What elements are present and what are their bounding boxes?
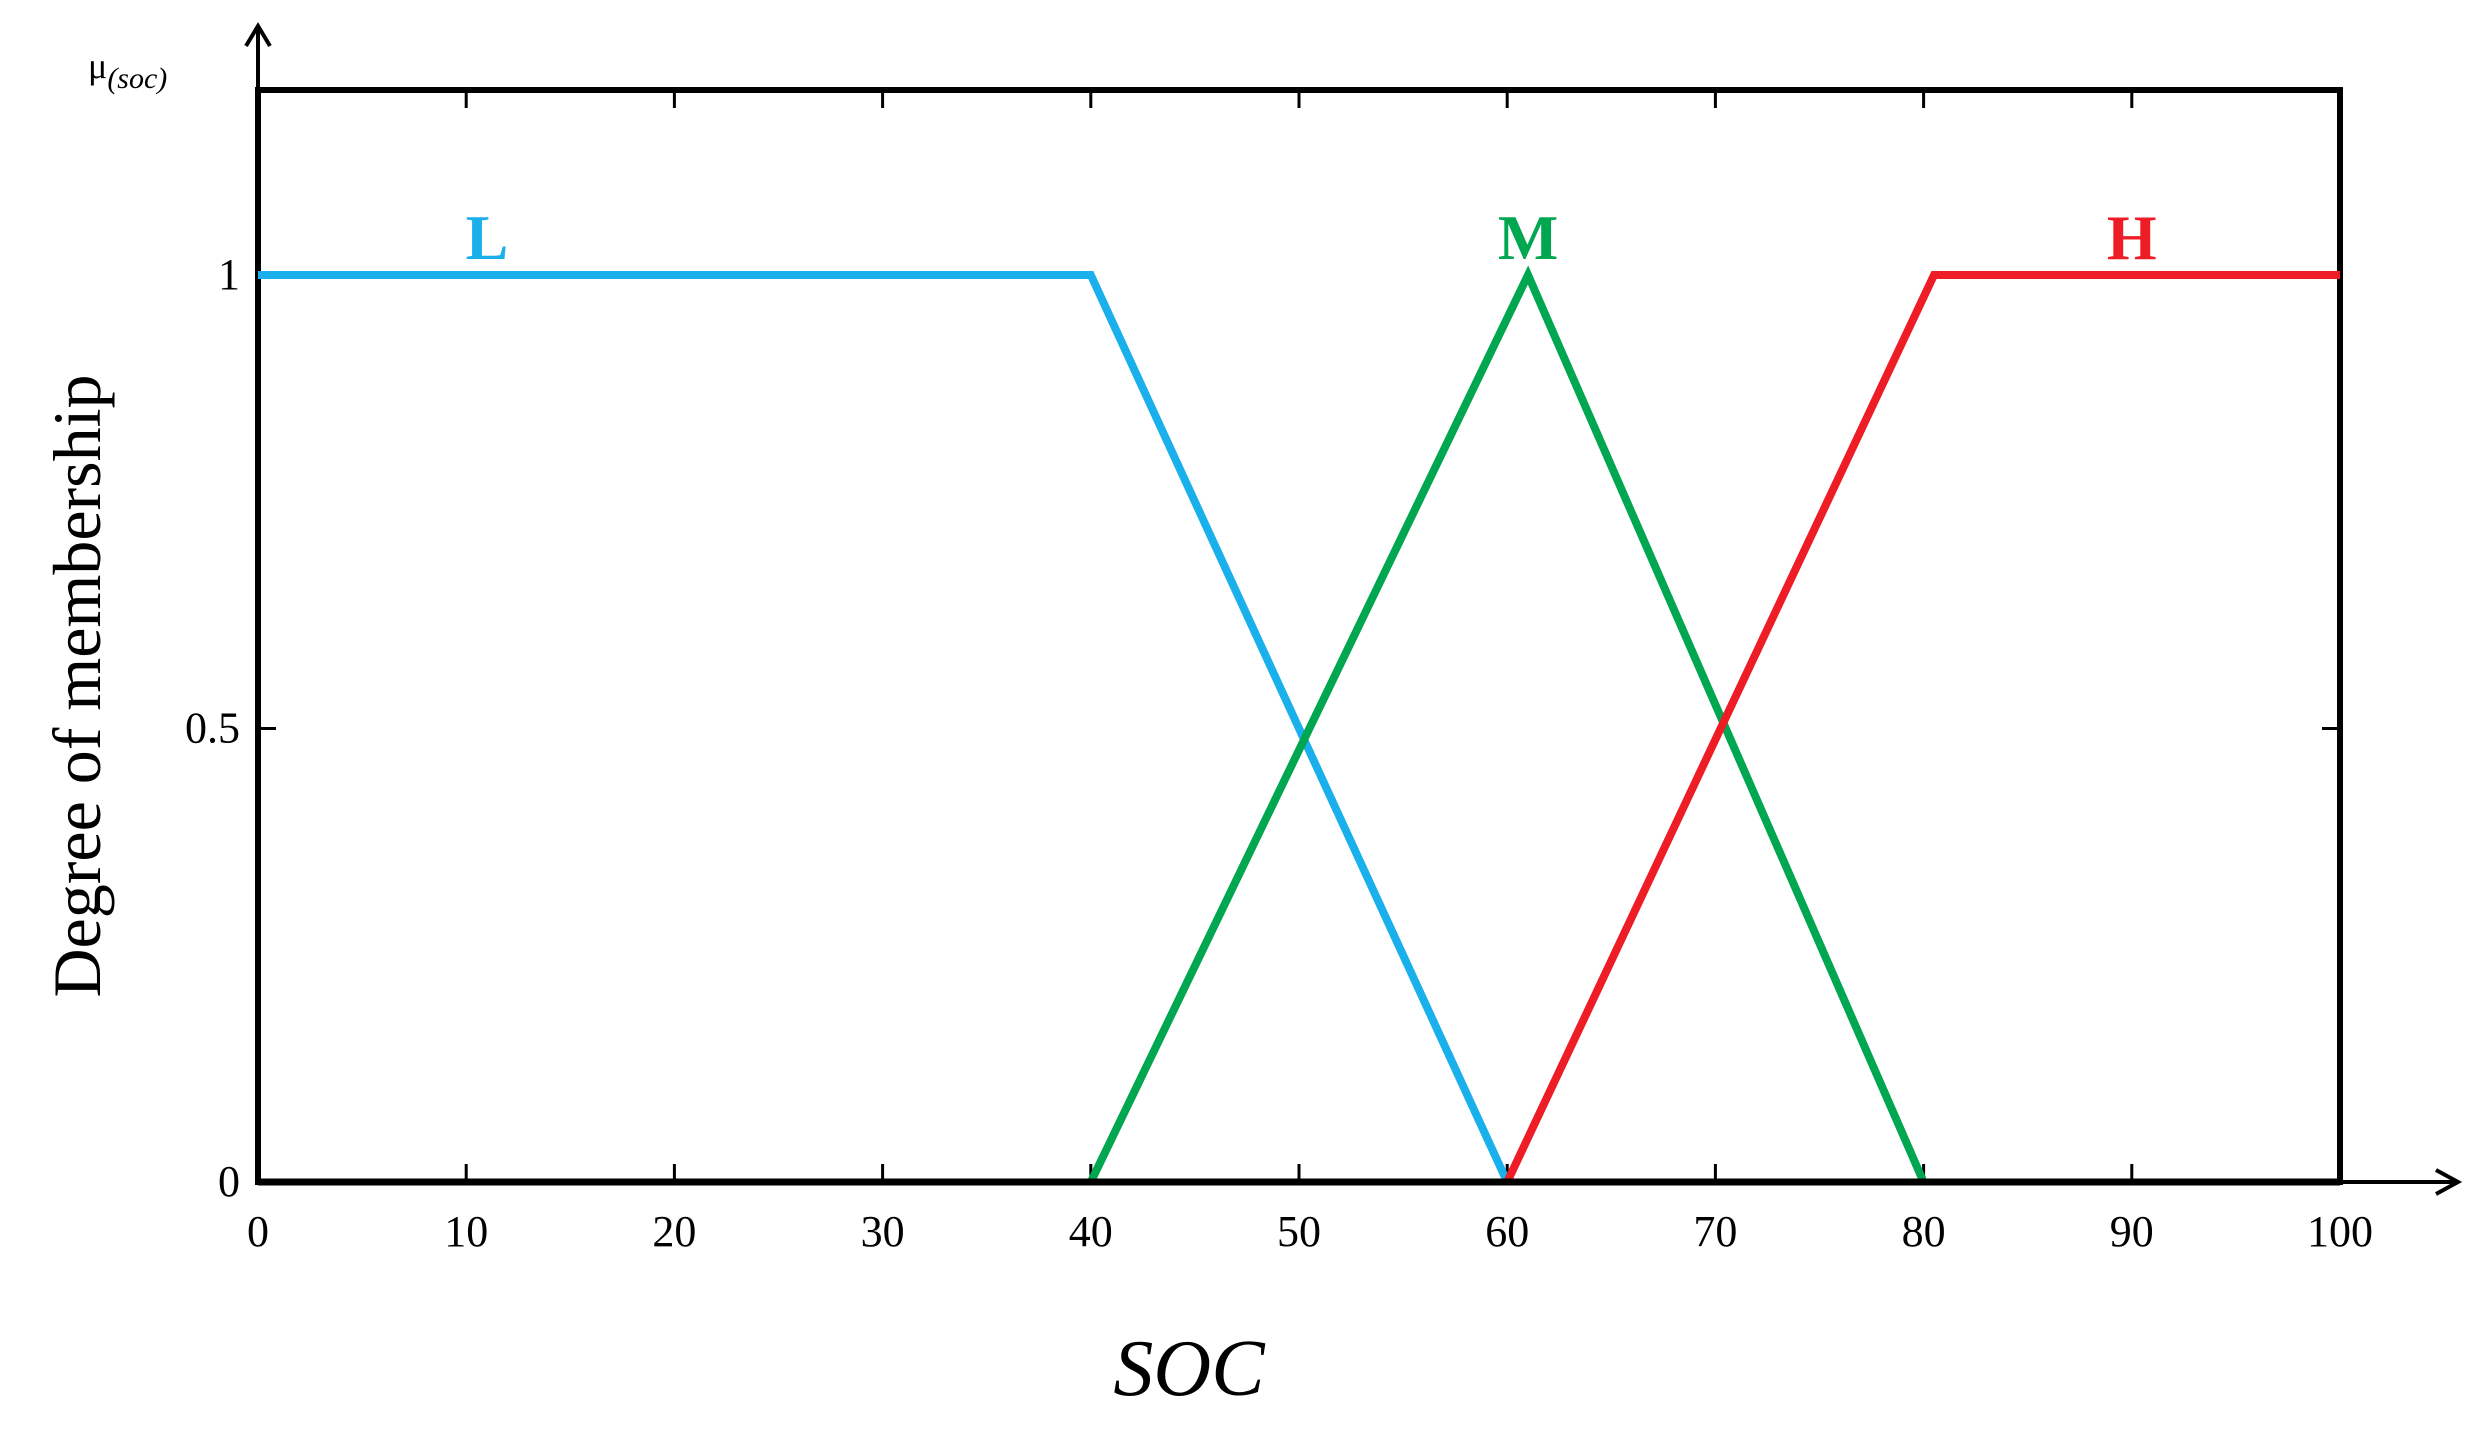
y-axis-arrowhead: [244, 22, 272, 48]
y-axis-arrow: [244, 22, 272, 1182]
tick-marks: [256, 90, 2342, 1184]
y-tick-label: 1: [218, 250, 240, 299]
x-tick-label: 80: [1902, 1207, 1946, 1256]
x-axis-arrowhead: [2435, 1168, 2463, 1196]
series-label-l: L: [466, 202, 509, 273]
x-tick-label: 0: [247, 1207, 269, 1256]
x-tick-label: 40: [1069, 1207, 1113, 1256]
x-tick-label: 90: [2110, 1207, 2154, 1256]
y-axis-title: Degree of membership: [39, 374, 115, 997]
series-line-l: [258, 271, 1511, 1184]
x-tick-label: 20: [652, 1207, 696, 1256]
mu-symbol: μ: [88, 46, 107, 86]
x-tick-label: 50: [1277, 1207, 1321, 1256]
mu-subscript: (soc): [107, 62, 167, 95]
series-label-h: H: [2107, 202, 2157, 273]
x-tick-label: 10: [444, 1207, 488, 1256]
plot-frame: [255, 87, 2343, 1185]
x-tick-label: 100: [2307, 1207, 2373, 1256]
series-line-m: [1087, 265, 1928, 1184]
x-tick-label: 30: [861, 1207, 905, 1256]
y-tick-label: 0.5: [185, 704, 240, 753]
x-axis-title: SOC: [1113, 1325, 1266, 1413]
y-axis-corner-label: μ(soc): [88, 46, 167, 95]
x-tick-label: 60: [1485, 1207, 1529, 1256]
x-tick-label: 70: [1693, 1207, 1737, 1256]
series-label-m: M: [1498, 202, 1558, 273]
y-tick-label: 0: [218, 1157, 240, 1206]
tick-labels: 0 10 20 30 40 50 60 70 80 90 100 0 0.5 1: [185, 250, 2373, 1256]
series-line-h: [1503, 271, 2340, 1184]
series-lines: [258, 265, 2340, 1184]
